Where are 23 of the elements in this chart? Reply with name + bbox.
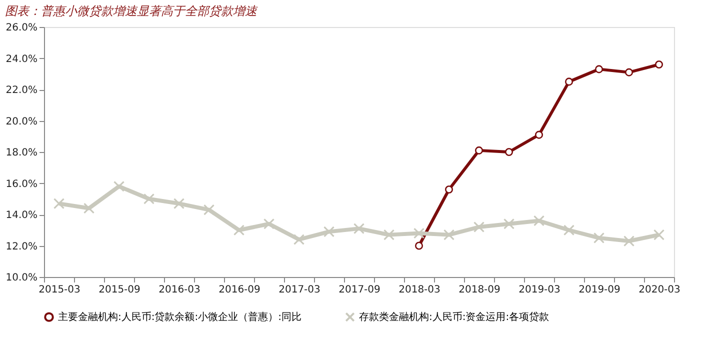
x-tick-label: 2017-09 — [338, 284, 380, 296]
x-tick-label: 2016-03 — [158, 284, 200, 296]
y-tick-label: 18.0% — [6, 148, 38, 158]
x-tick-label: 2017-03 — [278, 284, 320, 296]
x-tick-label: 2020-03 — [638, 284, 680, 296]
x-tick-label: 2019-03 — [518, 284, 560, 296]
y-tick-label: 26.0% — [6, 22, 38, 34]
x-tick-label: 2016-09 — [218, 284, 260, 296]
y-tick-label: 14.0% — [6, 210, 38, 221]
legend-label: 主要金融机构:人民币:贷款余额:小微企业（普惠）:同比 — [58, 311, 302, 324]
chart-title: 图表：普惠小微贷款增速显著高于全部贷款增速 — [5, 4, 258, 18]
y-tick-label: 10.0% — [6, 272, 38, 284]
y-tick-label: 20.0% — [6, 116, 38, 128]
x-tick-label: 2015-03 — [38, 284, 80, 296]
y-tick-label: 12.0% — [6, 241, 38, 252]
x-tick-label: 2018-03 — [398, 284, 440, 296]
x-tick-label: 2019-09 — [578, 284, 620, 296]
x-tick-label: 2015-09 — [98, 284, 140, 296]
y-tick-label: 16.0% — [6, 178, 38, 190]
y-tick-label: 24.0% — [6, 54, 38, 65]
x-tick-label: 2018-09 — [458, 284, 500, 296]
y-tick-label: 22.0% — [6, 85, 38, 96]
legend-label: 存款类金融机构:人民币:资金运用:各项贷款 — [359, 311, 550, 324]
